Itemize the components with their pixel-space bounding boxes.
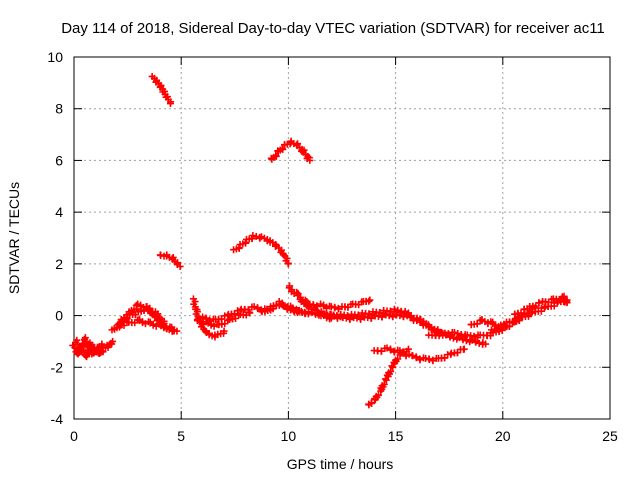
data-point xyxy=(535,299,543,307)
data-point xyxy=(327,311,335,319)
data-point xyxy=(312,310,320,318)
data-point xyxy=(475,339,483,347)
data-point xyxy=(249,232,257,240)
data-point xyxy=(374,391,382,399)
data-point xyxy=(389,363,397,371)
data-point xyxy=(317,309,325,317)
data-point xyxy=(176,262,184,270)
data-point xyxy=(409,352,417,360)
y-tick-label: 6 xyxy=(55,152,63,168)
y-tick-label: 2 xyxy=(55,256,63,272)
y-tick-label: 8 xyxy=(55,101,63,117)
data-point xyxy=(305,308,313,316)
axis-ticks: 0 5 10 15 20 25 -4 -2 0 2 4 6 8 10 xyxy=(47,49,618,444)
series-arc-20 xyxy=(370,344,468,365)
data-point xyxy=(460,345,468,353)
data-point xyxy=(301,309,309,317)
data-point xyxy=(367,399,375,407)
plot-frame xyxy=(73,56,611,420)
series-arc-6 xyxy=(148,72,175,108)
data-point xyxy=(412,354,420,362)
data-point xyxy=(365,297,373,305)
y-tick-label: -2 xyxy=(51,359,64,375)
series-arc-5 xyxy=(117,303,168,327)
series-arc-24 xyxy=(511,292,571,318)
data-point xyxy=(390,305,398,313)
data-point xyxy=(366,296,374,304)
series-arc-23 xyxy=(487,296,571,334)
data-point xyxy=(297,307,305,315)
data-point xyxy=(98,340,106,348)
series-arc-2 xyxy=(72,334,106,358)
series-arc-4 xyxy=(114,316,181,335)
data-point xyxy=(308,309,316,317)
data-point xyxy=(563,299,571,307)
data-point xyxy=(380,380,388,388)
y-axis-label: SDTVAR / TECUs xyxy=(6,182,22,294)
series-arc-11 xyxy=(230,232,292,268)
data-point xyxy=(199,313,207,321)
data-point xyxy=(387,367,395,375)
x-tick-label: 5 xyxy=(177,428,185,444)
y-tick-label: 4 xyxy=(55,204,63,220)
y-tick-label: -4 xyxy=(51,411,64,427)
data-point xyxy=(290,308,298,316)
data-point xyxy=(166,100,174,108)
data-point xyxy=(382,376,390,384)
data-point xyxy=(272,151,280,159)
x-tick-label: 10 xyxy=(281,428,297,444)
data-point xyxy=(173,327,181,335)
grid-lines xyxy=(74,57,610,419)
series-arc-18 xyxy=(404,310,490,348)
data-point xyxy=(283,305,291,313)
series-arc-15 xyxy=(297,296,374,313)
x-tick-label: 15 xyxy=(388,428,404,444)
x-tick-label: 0 xyxy=(70,428,78,444)
series-arc-12 xyxy=(267,137,314,164)
data-point xyxy=(202,315,210,323)
data-point xyxy=(250,303,258,311)
data-point xyxy=(284,260,292,268)
data-point xyxy=(109,337,117,345)
data-point xyxy=(482,340,490,348)
data-point xyxy=(394,355,402,363)
data-point xyxy=(387,346,395,354)
data-markers xyxy=(69,72,571,409)
data-point xyxy=(394,306,402,314)
y-tick-label: 0 xyxy=(55,308,63,324)
data-point xyxy=(254,305,262,313)
data-point xyxy=(472,338,480,346)
x-tick-label: 20 xyxy=(495,428,511,444)
data-point xyxy=(160,319,168,327)
chart-title: Day 114 of 2018, Sidereal Day-to-day VTE… xyxy=(61,20,605,37)
data-point xyxy=(278,145,286,153)
data-point xyxy=(294,306,302,314)
series-arc-7 xyxy=(156,251,184,270)
data-point xyxy=(454,330,462,338)
data-point xyxy=(306,156,314,164)
y-tick-label: 10 xyxy=(47,49,63,65)
data-point xyxy=(450,328,458,336)
data-point xyxy=(220,327,228,335)
data-point xyxy=(293,288,301,296)
x-tick-label: 25 xyxy=(602,428,618,444)
data-point xyxy=(383,344,391,352)
x-axis-label: GPS time / hours xyxy=(287,456,394,472)
data-point xyxy=(287,306,295,314)
